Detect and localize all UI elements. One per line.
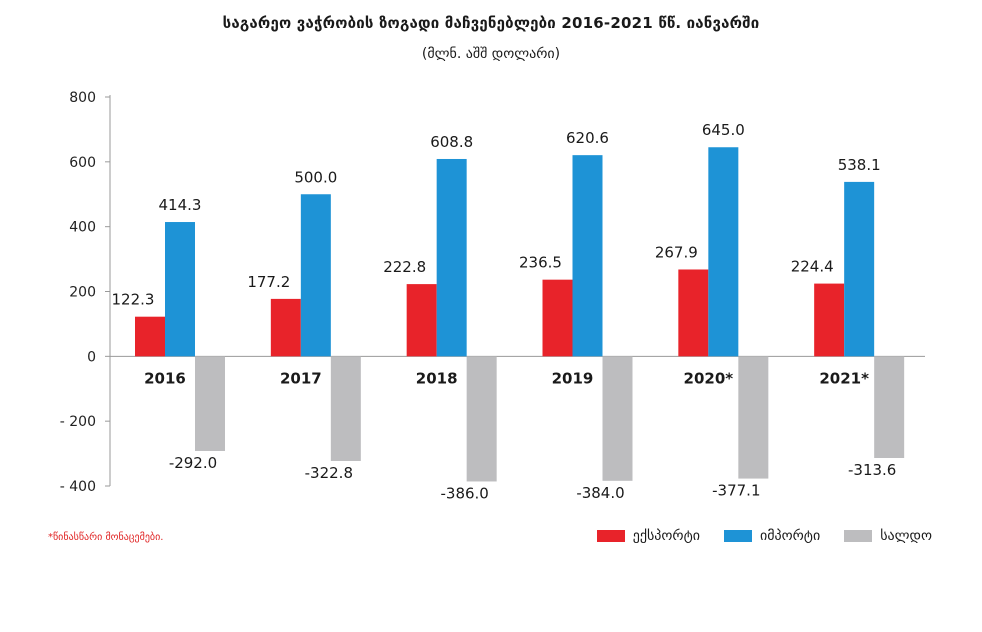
chart-title: საგარეო ვაჭრობის ზოგადი მაჩვენებლები 201…: [222, 14, 760, 32]
bar-export: [678, 269, 709, 357]
data-label: -313.6: [848, 461, 896, 479]
bar-import: [708, 147, 739, 357]
y-tick-label: - 400: [60, 479, 96, 495]
legend-swatch-balance: [844, 530, 873, 542]
bar-import: [844, 181, 875, 357]
x-category-label: 2020*: [684, 369, 734, 387]
bar-balance: [195, 356, 225, 451]
legend-label-export: ექსპორტი: [632, 528, 700, 544]
legend-item-export: ექსპორტი: [596, 528, 700, 544]
data-label: 177.2: [247, 273, 290, 291]
bar-balance: [738, 356, 769, 479]
data-label: -322.8: [305, 464, 353, 482]
data-label: 236.5: [519, 254, 562, 272]
x-category-label: 2021*: [819, 369, 869, 387]
data-label: 414.3: [159, 196, 202, 214]
bar-balance: [602, 356, 633, 481]
bar-import: [436, 158, 467, 357]
legend-swatch-import: [723, 530, 752, 542]
data-label: 645.0: [702, 121, 745, 139]
y-tick-label: 0: [87, 349, 96, 365]
y-tick-label: 200: [69, 285, 96, 301]
data-label: 608.8: [430, 133, 473, 151]
bar-export: [135, 316, 165, 357]
legend-item-import: იმპორტი: [723, 528, 821, 544]
y-tick-label: 600: [69, 155, 96, 171]
data-label: -292.0: [169, 454, 217, 472]
bar-import: [300, 194, 331, 357]
chart-legend: ექსპორტი იმპორტი სალდო: [596, 528, 932, 544]
bar-import: [165, 222, 195, 357]
y-tick-label: 400: [69, 220, 96, 236]
data-label: 122.3: [112, 291, 155, 309]
data-label: 538.1: [838, 156, 881, 174]
bar-balance: [330, 356, 361, 461]
data-label: -384.0: [576, 484, 624, 502]
footnote: *წინასწარი მონაცემები.: [48, 532, 164, 543]
x-category-label: 2016: [144, 369, 186, 387]
data-label: 222.8: [383, 258, 426, 276]
bar-export: [270, 298, 301, 357]
bar-export: [406, 284, 437, 357]
legend-item-balance: სალდო: [844, 528, 932, 544]
legend-label-import: იმპორტი: [759, 528, 821, 544]
data-label: 500.0: [294, 168, 337, 186]
x-category-label: 2017: [280, 369, 322, 387]
bar-balance: [874, 356, 905, 458]
data-label: 224.4: [791, 258, 834, 276]
legend-label-balance: სალდო: [880, 528, 932, 544]
legend-swatch-export: [596, 530, 625, 542]
data-label: -377.1: [712, 482, 760, 500]
data-label: 620.6: [566, 129, 609, 147]
y-tick-label: - 200: [60, 414, 96, 430]
data-label: -386.0: [440, 484, 488, 502]
bar-export: [814, 283, 845, 357]
y-tick-label: 800: [69, 90, 96, 106]
chart-subtitle: (მლნ. აშშ დოლარი): [421, 46, 561, 62]
bar-export: [542, 279, 573, 357]
data-label: 267.9: [655, 243, 698, 261]
x-category-label: 2018: [416, 369, 458, 387]
bar-balance: [466, 356, 497, 482]
x-category-label: 2019: [552, 369, 594, 387]
bar-import: [572, 155, 603, 357]
